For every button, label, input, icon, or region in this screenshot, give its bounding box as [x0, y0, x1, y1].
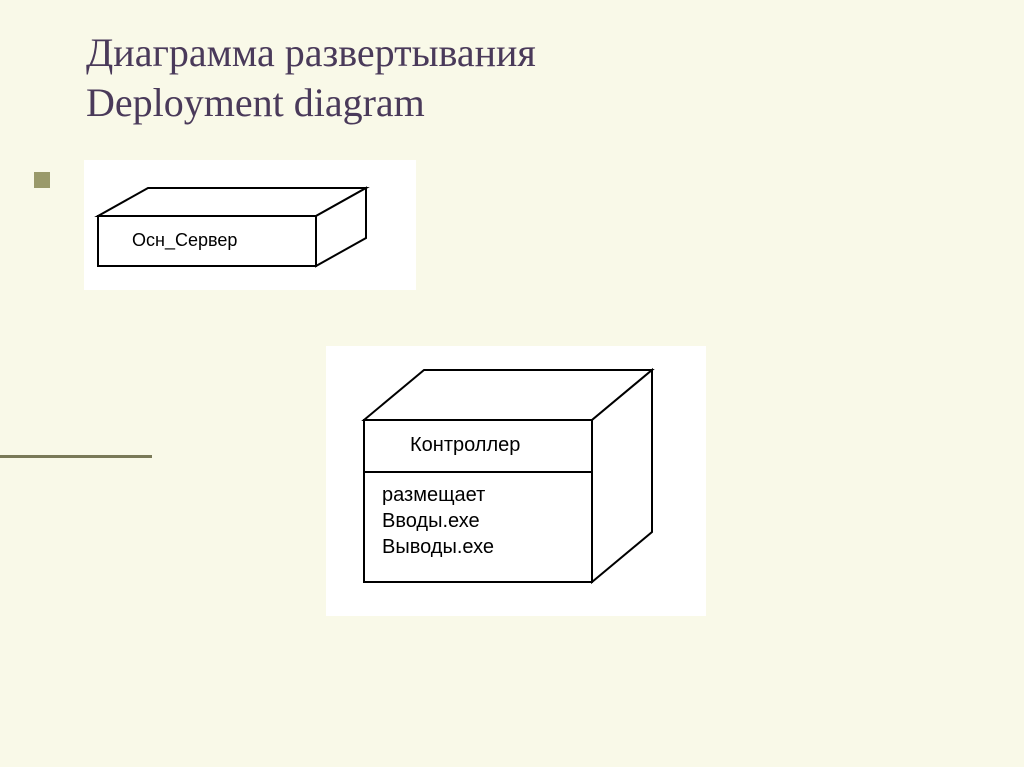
controller-body-line1: размещает	[382, 484, 485, 507]
server-node-label: Осн_Сервер	[132, 230, 237, 251]
controller-node-shape	[326, 346, 706, 616]
diagram-panel-server: Осн_Сервер	[84, 160, 416, 290]
controller-title-label: Контроллер	[410, 434, 520, 457]
bullet-marker	[34, 172, 50, 188]
slide-title: Диаграмма развертывания Deployment diagr…	[86, 28, 536, 128]
accent-line	[0, 455, 152, 458]
title-line-1: Диаграмма развертывания	[86, 28, 536, 78]
server-node-shape	[84, 160, 416, 290]
diagram-panel-controller: Контроллер размещает Вводы.ехе Выводы.ех…	[326, 346, 706, 616]
controller-body-line2: Вводы.ехе	[382, 510, 480, 533]
title-line-2: Deployment diagram	[86, 78, 536, 128]
controller-body-line3: Выводы.ехе	[382, 536, 494, 559]
